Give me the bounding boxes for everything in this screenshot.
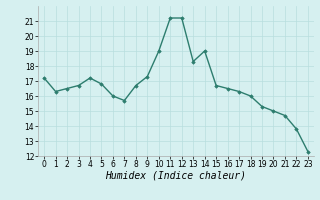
X-axis label: Humidex (Indice chaleur): Humidex (Indice chaleur) (106, 171, 246, 181)
